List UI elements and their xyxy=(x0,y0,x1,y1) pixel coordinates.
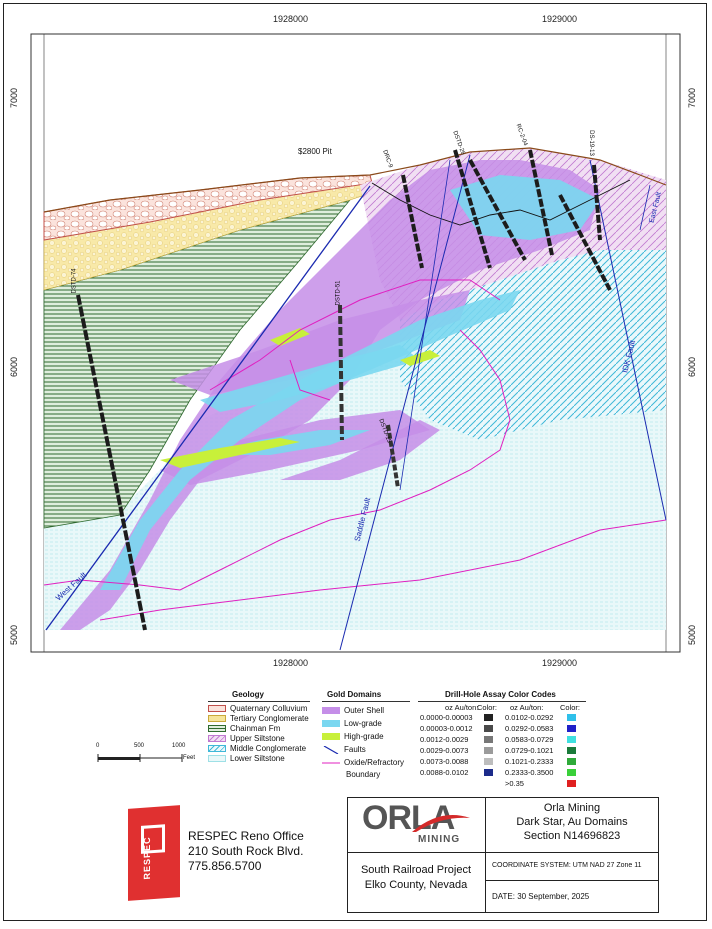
respec-phone: 775.856.5700 xyxy=(188,859,262,873)
scale-label-1000: 1000 xyxy=(172,743,186,749)
legend-faults: Faults xyxy=(322,745,366,755)
saddle-fault-line xyxy=(339,154,471,651)
grid-y-right-2: 6000 xyxy=(687,356,698,378)
pit-label: $2800 Pit xyxy=(298,147,332,156)
high-grade-domain xyxy=(160,438,300,468)
geology-legend-title: Geology xyxy=(232,690,265,699)
drill-hole-label: DSTD-51 xyxy=(335,280,342,306)
scale-label-500: 500 xyxy=(134,743,145,749)
assay-color-header-left: Color: xyxy=(477,703,498,712)
plot-date: DATE: 30 September, 2025 xyxy=(492,892,590,901)
map-sheet xyxy=(3,3,707,921)
legend-low-grade: Low-grade xyxy=(322,719,382,729)
assay-row: 0.0292-0.0583 xyxy=(505,724,554,733)
grid-y-right-3: 5000 xyxy=(687,624,698,646)
legend-outer-shell: Outer Shell xyxy=(322,706,384,716)
assay-row: 0.0073-0.0088 xyxy=(420,757,469,766)
assay-row: 0.0029-0.0073 xyxy=(420,746,469,755)
assay-row: >0.35 xyxy=(505,779,524,788)
scale-label-0: 0 xyxy=(96,743,100,749)
grid-y-left-2: 6000 xyxy=(9,356,20,378)
assay-row: 0.0583-0.0729 xyxy=(505,735,554,744)
legend-high-grade: High-grade xyxy=(322,732,384,742)
legend-oxide-refractory: Oxide/Refractory xyxy=(322,758,404,768)
legend-tertiary-conglomerate: Tertiary Conglomerate xyxy=(208,714,309,724)
grid-y-left-3: 5000 xyxy=(9,624,20,646)
legend-middle-conglomerate: Middle Conglomerate xyxy=(208,744,306,754)
west-fault-line xyxy=(45,185,371,631)
assay-row: 0.0012-0.0029 xyxy=(420,735,469,744)
assay-row: 0.00003-0.0012 xyxy=(420,724,473,733)
assay-swatches-right xyxy=(567,714,576,791)
grid-x-bottom-2: 1929000 xyxy=(542,658,578,668)
respec-logo: RESPEC xyxy=(128,805,180,901)
assay-row: 0.1021-0.2333 xyxy=(505,757,554,766)
orla-swoosh-icon xyxy=(412,815,470,832)
assay-color-header-right: Color: xyxy=(560,703,581,712)
oxide-line-icon xyxy=(322,762,340,764)
coordinate-system: COORDINATE SYSTEM: UTM NAD 27 Zone 11 xyxy=(492,862,642,869)
respec-address: 210 South Rock Blvd. xyxy=(188,844,304,858)
drill-hole-traces xyxy=(76,149,612,631)
outer-shell-domain xyxy=(60,160,600,630)
grid-x-top-2: 1929000 xyxy=(542,14,578,24)
scale-unit: Feet xyxy=(183,755,196,761)
assay-header-left: oz Au/ton: xyxy=(445,703,479,712)
fault-line-icon xyxy=(323,745,339,755)
low-grade-domain xyxy=(100,290,520,590)
gold-legend-title: Gold Domains xyxy=(327,690,382,699)
project-location: Elko County, Nevada xyxy=(364,879,468,891)
title-area: Dark Star, Au Domains xyxy=(516,816,628,828)
respec-logo-text: RESPEC xyxy=(142,836,152,880)
assay-row: 0.0000-0.00003 xyxy=(420,713,473,722)
title-block xyxy=(347,797,659,913)
legend-lower-siltstone: Lower Siltstone xyxy=(208,754,285,764)
assay-header-right: oz Au/ton: xyxy=(510,703,544,712)
grid-x-bottom-1: 1928000 xyxy=(273,658,309,668)
legend-chainman-fm: Chainman Fm xyxy=(208,724,280,734)
drill-hole-label: DS-19-13 xyxy=(587,130,594,156)
assay-row: 0.2333-0.3500 xyxy=(505,768,554,777)
legend-boundary: Boundary xyxy=(346,770,381,779)
grid-x-top-1: 1928000 xyxy=(273,14,309,24)
topography-line xyxy=(43,147,667,213)
assay-row: 0.0102-0.0292 xyxy=(505,713,554,722)
assay-swatches-left xyxy=(484,714,493,780)
title-section: Section N14696823 xyxy=(523,830,621,842)
drill-hole-label: DSTD-74 xyxy=(71,268,78,294)
scale-bar xyxy=(97,754,183,762)
legend-quaternary-colluvium: Quaternary Colluvium xyxy=(208,704,307,714)
project-name: South Railroad Project xyxy=(360,864,472,876)
orla-mining-text: MINING xyxy=(418,834,461,845)
assay-row: 0.0729-0.1021 xyxy=(505,746,554,755)
assay-legend-title: Drill-Hole Assay Color Codes xyxy=(445,690,556,699)
grid-y-right-1: 7000 xyxy=(687,87,698,109)
legend-upper-siltstone: Upper Siltstone xyxy=(208,734,285,744)
respec-office: RESPEC Reno Office xyxy=(188,829,304,843)
idk-fault-line xyxy=(589,159,667,521)
assay-row: 0.0088-0.0102 xyxy=(420,768,469,777)
title-company: Orla Mining xyxy=(543,802,601,814)
grid-y-left-1: 7000 xyxy=(9,87,20,109)
oxide-boundary xyxy=(43,329,511,591)
